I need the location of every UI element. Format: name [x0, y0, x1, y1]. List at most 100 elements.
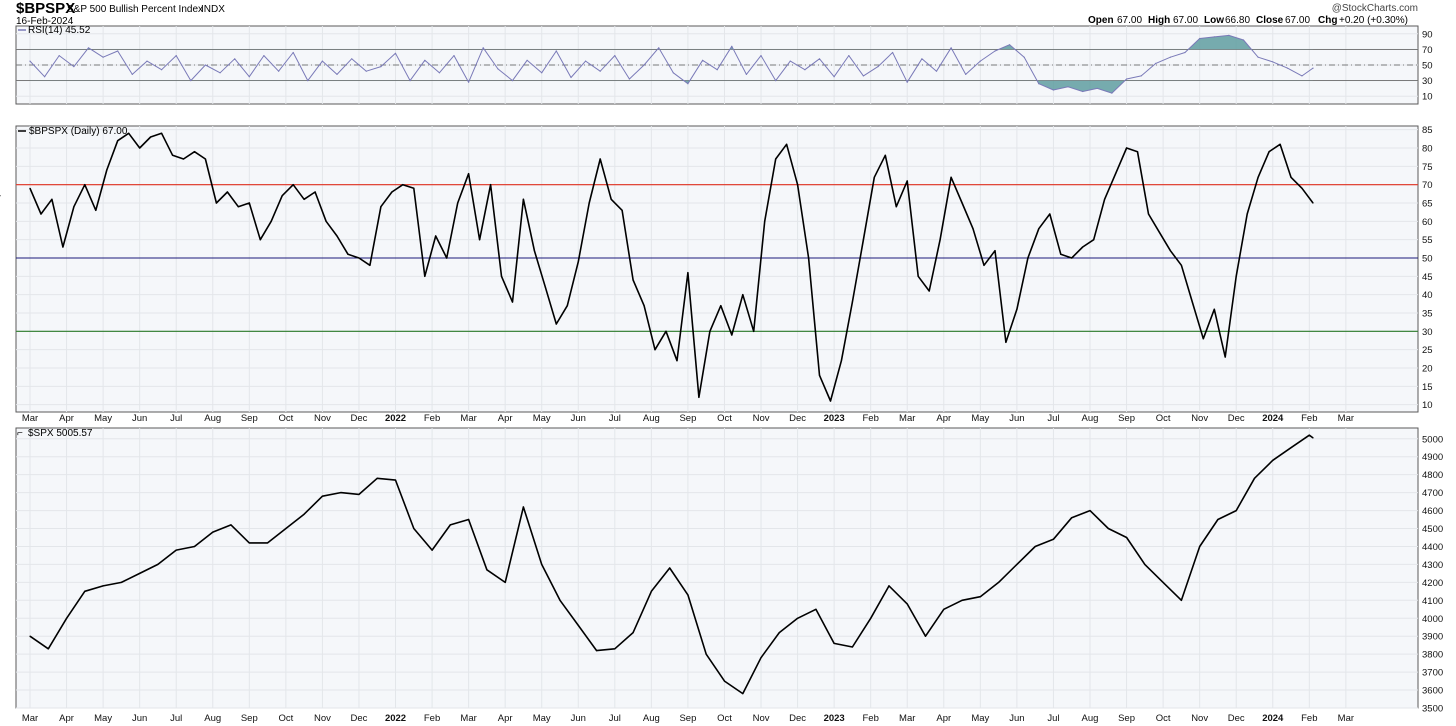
data-point: [1158, 231, 1160, 233]
data-point: [307, 80, 309, 82]
data-point: [1023, 56, 1025, 58]
data-point: [1082, 246, 1084, 248]
low-value: 66.80: [1225, 15, 1250, 26]
data-point: [117, 50, 119, 52]
y-tick-label: 60: [1422, 217, 1433, 228]
data-point: [1301, 75, 1303, 77]
y-tick-label: 75: [1422, 162, 1433, 173]
data-point: [570, 76, 572, 79]
low-label: Low: [1204, 15, 1224, 26]
data-point: [760, 657, 762, 659]
data-point: [146, 60, 148, 62]
x-tick-label: Jun: [571, 713, 586, 724]
x-tick-label: Jun: [132, 713, 147, 724]
high-value: 67.00: [1173, 15, 1198, 26]
data-point: [1038, 83, 1040, 85]
open-value: 67.00: [1117, 15, 1142, 26]
rsi-legend-label: RSI(14) 45.52: [28, 25, 91, 36]
y-tick-label: 3600: [1422, 686, 1443, 697]
y-tick-label: 3700: [1422, 668, 1443, 679]
data-point: [102, 56, 104, 58]
x-tick-label: Jul: [609, 413, 621, 424]
data-point: [775, 80, 777, 82]
x-tick-label: Oct: [717, 713, 732, 724]
data-point: [786, 143, 788, 145]
data-point: [1180, 264, 1182, 266]
data-point: [157, 563, 159, 566]
x-tick-label: Feb: [863, 713, 879, 724]
panel-frame: [15, 427, 1419, 709]
data-point: [234, 58, 236, 60]
y-tick-label: 4100: [1422, 596, 1443, 607]
y-tick-label: 65: [1422, 199, 1433, 210]
data-point: [321, 60, 323, 62]
data-point: [182, 158, 185, 160]
data-point: [204, 64, 206, 66]
x-tick-label: Jul: [1047, 713, 1059, 724]
data-point: [66, 617, 68, 619]
data-point: [1272, 61, 1274, 63]
data-point: [698, 396, 700, 398]
exchange-label: INDX: [201, 4, 225, 15]
data-point: [394, 479, 397, 481]
data-point: [833, 76, 835, 78]
x-tick-label: Mar: [460, 413, 476, 424]
data-point: [497, 68, 499, 70]
data-point: [522, 506, 525, 508]
data-point: [73, 66, 75, 68]
data-point: [559, 599, 561, 601]
high-label: High: [1148, 15, 1170, 26]
data-point: [1052, 538, 1054, 540]
data-point: [1005, 341, 1007, 343]
x-tick-label: 2024: [1262, 713, 1284, 724]
data-point: [687, 594, 689, 596]
data-point: [336, 235, 338, 237]
y-tick-label: 4800: [1422, 470, 1443, 481]
x-tick-label: Mar: [1338, 413, 1354, 424]
data-point: [892, 51, 894, 54]
x-tick-label: May: [533, 413, 551, 424]
x-tick-label: Dec: [789, 413, 806, 424]
data-point: [468, 81, 470, 83]
data-point: [621, 209, 623, 211]
x-tick-label: Nov: [753, 713, 770, 724]
data-point: [596, 650, 598, 652]
data-point: [848, 55, 850, 57]
data-point: [541, 563, 543, 566]
x-tick-label: Dec: [351, 713, 368, 724]
data-point: [1312, 202, 1314, 204]
data-point: [102, 585, 104, 587]
data-point: [131, 73, 133, 75]
x-tick-label: Sep: [1118, 713, 1135, 724]
y-tick-label: 70: [1422, 180, 1433, 191]
data-point: [599, 70, 601, 72]
data-point: [117, 140, 119, 142]
x-tick-label: Oct: [278, 413, 293, 424]
data-point: [1301, 187, 1303, 189]
data-point: [0, 195, 1, 197]
data-point: [193, 545, 196, 548]
data-point: [161, 132, 163, 134]
bpspx-panel: 85 80 75 70 65 60 55 50 45 40 35 30 25 20 15 10: [0, 125, 1433, 413]
y-tick-label: 4200: [1422, 578, 1443, 589]
spx-legend-glyph: ⌐: [17, 428, 23, 439]
data-point: [1082, 90, 1084, 93]
data-point: [1126, 78, 1128, 80]
data-point: [541, 72, 543, 74]
x-tick-label: Feb: [1301, 413, 1317, 424]
x-tick-label: Mar: [22, 713, 38, 724]
y-tick-label: 4400: [1422, 542, 1443, 553]
data-point: [873, 176, 875, 178]
data-point: [1016, 563, 1018, 566]
close-label: Close: [1256, 15, 1284, 26]
data-point: [58, 55, 60, 57]
spx-legend: ⌐ $SPX 5005.57: [17, 428, 93, 439]
x-tick-label: Nov: [1191, 713, 1208, 724]
data-point: [778, 632, 780, 634]
data-point: [702, 59, 704, 61]
y-tick-label: 40: [1422, 290, 1433, 301]
data-point: [1199, 37, 1201, 40]
x-axis-bottom: Mar Apr May Jun Jul Aug Sep Oct Nov Dec 2022 Feb Mar…: [22, 713, 1354, 724]
data-point: [314, 191, 316, 193]
data-point: [292, 51, 294, 54]
